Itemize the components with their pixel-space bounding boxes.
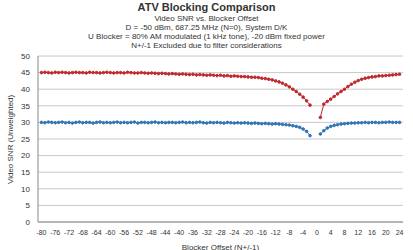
svg-text:30: 30 bbox=[21, 118, 30, 127]
svg-text:40: 40 bbox=[21, 85, 30, 94]
svg-text:-72: -72 bbox=[64, 229, 74, 236]
svg-text:-48: -48 bbox=[147, 229, 157, 236]
svg-text:-8: -8 bbox=[286, 229, 292, 236]
svg-text:Blocker Offset (N+/-1): Blocker Offset (N+/-1) bbox=[182, 243, 260, 250]
svg-text:-40: -40 bbox=[174, 229, 184, 236]
html-text:Video SNR vs. Blocker Offset: Video SNR vs. Blocker Offset bbox=[154, 14, 259, 23]
svg-text:-36: -36 bbox=[188, 229, 198, 236]
svg-text:24: 24 bbox=[396, 229, 404, 236]
svg-text:0: 0 bbox=[315, 229, 319, 236]
svg-text:35: 35 bbox=[21, 102, 30, 111]
svg-text:4: 4 bbox=[329, 229, 333, 236]
svg-text:-80: -80 bbox=[36, 229, 46, 236]
html-text:N+/-1 Excluded due to filter c: N+/-1 Excluded due to filter considerati… bbox=[131, 41, 282, 50]
svg-text:15: 15 bbox=[21, 168, 30, 177]
svg-text:-24: -24 bbox=[229, 229, 239, 236]
svg-text:-32: -32 bbox=[202, 229, 212, 236]
svg-text:20: 20 bbox=[382, 229, 390, 236]
html-text:ATV Blocking Comparison: ATV Blocking Comparison bbox=[137, 1, 276, 13]
svg-text:45: 45 bbox=[21, 68, 30, 77]
svg-text:-12: -12 bbox=[271, 229, 281, 236]
svg-text:8: 8 bbox=[343, 229, 347, 236]
svg-text:Video SNR (Unweighted): Video SNR (Unweighted) bbox=[8, 94, 15, 184]
svg-text:-60: -60 bbox=[105, 229, 115, 236]
svg-text:-28: -28 bbox=[215, 229, 225, 236]
svg-text:-44: -44 bbox=[160, 229, 170, 236]
svg-text:-76: -76 bbox=[50, 229, 60, 236]
svg-text:-4: -4 bbox=[300, 229, 306, 236]
svg-text:12: 12 bbox=[354, 229, 362, 236]
svg-text:-52: -52 bbox=[133, 229, 143, 236]
svg-text:50: 50 bbox=[21, 52, 30, 61]
html-text:D = -50 dBm, 687.25 MHz (N=0),: D = -50 dBm, 687.25 MHz (N=0), System D/… bbox=[125, 23, 288, 32]
svg-text:20: 20 bbox=[21, 151, 30, 160]
svg-text:25: 25 bbox=[21, 135, 30, 144]
svg-text:10: 10 bbox=[21, 185, 30, 194]
svg-text:-20: -20 bbox=[243, 229, 253, 236]
svg-text:0: 0 bbox=[26, 218, 31, 227]
svg-text:5: 5 bbox=[26, 201, 31, 210]
svg-text:16: 16 bbox=[368, 229, 376, 236]
svg-text:-68: -68 bbox=[78, 229, 88, 236]
svg-text:-56: -56 bbox=[119, 229, 129, 236]
svg-text:-16: -16 bbox=[257, 229, 267, 236]
svg-text:-64: -64 bbox=[91, 229, 101, 236]
html-text:U Blocker = 80% AM modulated (: U Blocker = 80% AM modulated (1 kHz tone… bbox=[88, 32, 325, 41]
